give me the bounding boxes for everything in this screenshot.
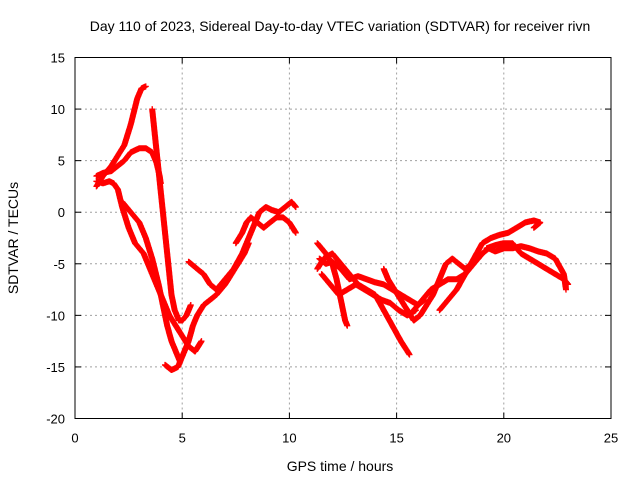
series-track-p — [483, 240, 572, 288]
series-track-j — [314, 250, 413, 358]
series-track-k — [316, 255, 428, 308]
x-tick-label: 10 — [282, 431, 296, 446]
series-markers — [410, 243, 569, 314]
y-tick-label: -10 — [46, 308, 65, 323]
x-axis-label: GPS time / hours — [287, 458, 394, 474]
series-markers — [436, 217, 544, 314]
y-tick-label: -5 — [53, 257, 65, 272]
series-track-d — [93, 178, 205, 355]
y-tick-label: 0 — [58, 205, 65, 220]
series-markers — [316, 255, 428, 308]
y-tick-label: -15 — [46, 360, 65, 375]
plot-frame — [74, 57, 612, 419]
axis-ticks — [74, 57, 612, 419]
series-track-n — [410, 243, 569, 314]
data-series — [93, 83, 572, 373]
series-markers — [232, 214, 299, 247]
x-tick-label: 5 — [179, 431, 186, 446]
x-tick-label: 15 — [389, 431, 403, 446]
series-markers — [314, 250, 413, 358]
series-markers — [185, 198, 299, 293]
y-axis-label: SDTVAR / TECUs — [5, 182, 21, 294]
x-tick-label: 20 — [497, 431, 511, 446]
x-tick-label: 25 — [604, 431, 618, 446]
y-tick-label: 5 — [58, 154, 65, 169]
series-track-a — [93, 83, 149, 190]
series-markers — [318, 271, 419, 319]
y-tick-label: 15 — [51, 51, 65, 66]
x-tick-label: 0 — [71, 431, 78, 446]
series-track-l — [318, 271, 419, 319]
y-tick-label: 10 — [51, 102, 65, 117]
chart-title: Day 110 of 2023, Sidereal Day-to-day VTE… — [90, 18, 591, 34]
series-markers — [93, 83, 149, 190]
series-track-o — [436, 217, 544, 314]
series-markers — [119, 198, 184, 365]
series-markers — [483, 240, 572, 288]
tick-labels: 0 5 10 15 20 25 -20 -15 -10 -5 0 5 10 15 — [46, 51, 618, 446]
series-markers — [93, 178, 205, 355]
series-track-e — [119, 198, 184, 365]
series-markers — [149, 106, 194, 324]
grid — [75, 57, 611, 419]
y-tick-label: -20 — [46, 412, 65, 427]
series-track-c — [149, 106, 194, 324]
series-track-h — [232, 214, 299, 247]
series-track-g — [185, 198, 299, 293]
